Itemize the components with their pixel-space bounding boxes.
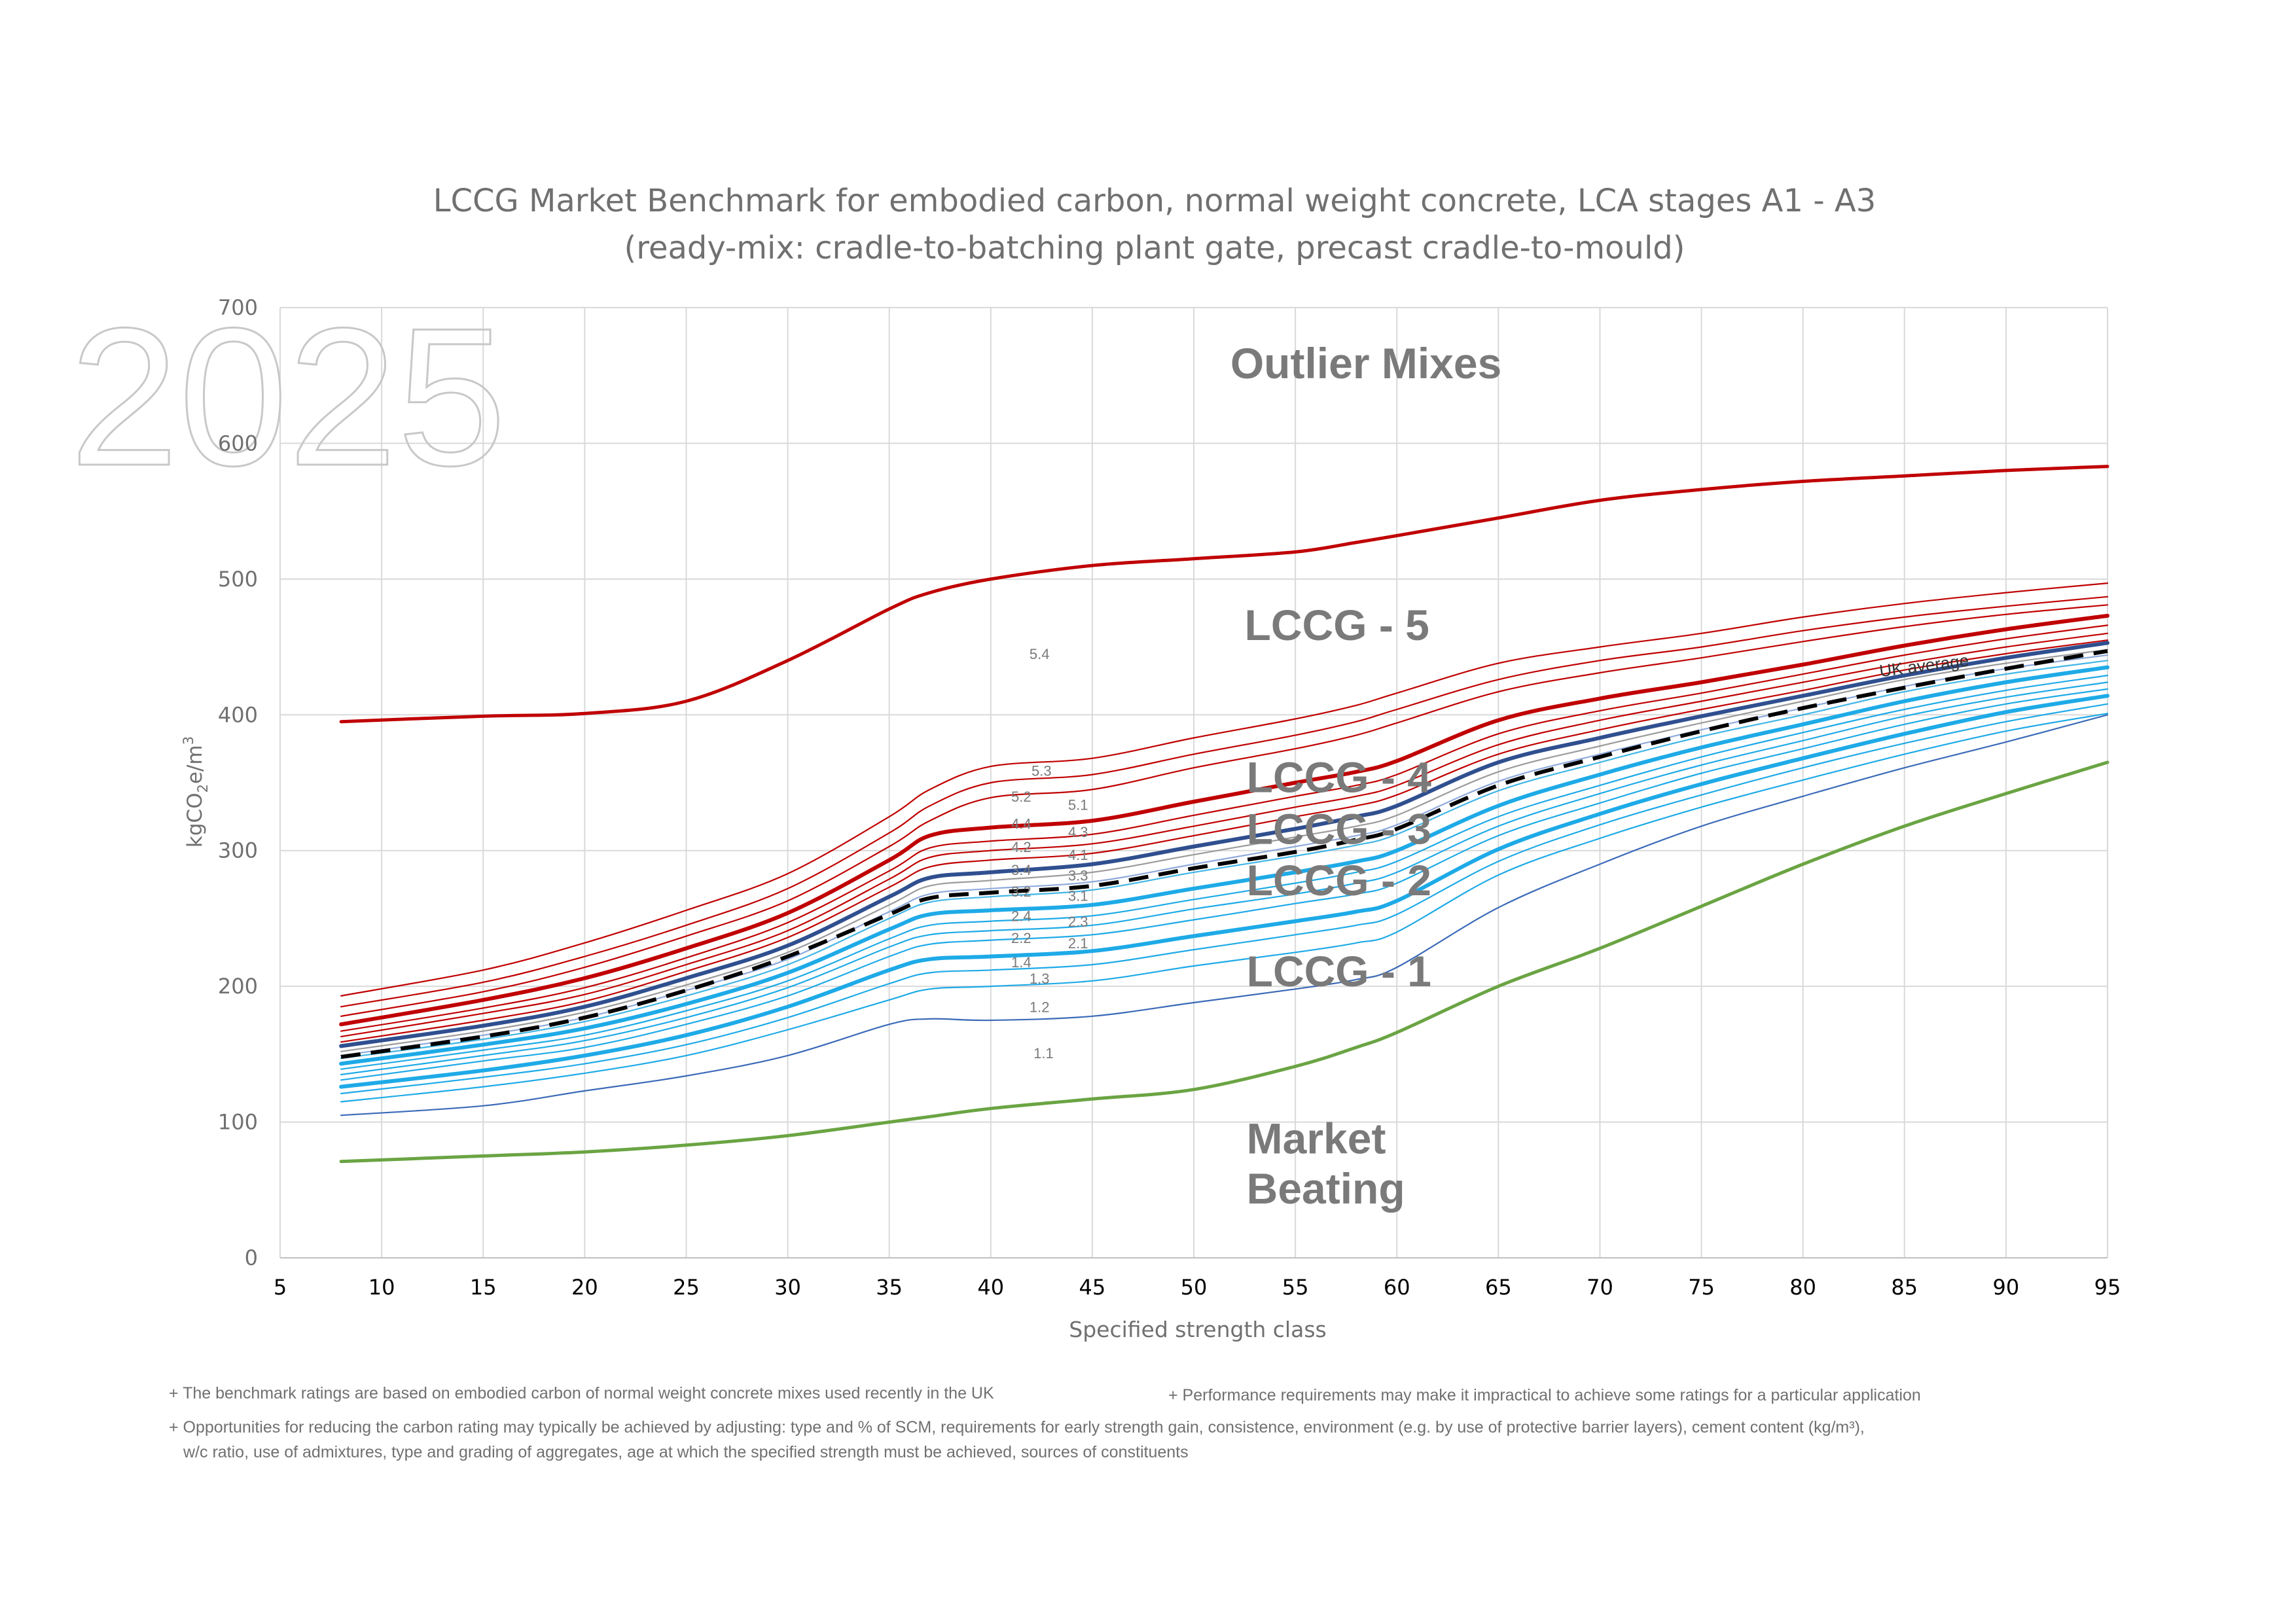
sub-band-label: 2.2	[1011, 930, 1031, 946]
series-line	[340, 713, 2109, 1103]
sub-band-label: 4.3	[1068, 824, 1088, 840]
footnote-3-line-1: + Opportunities for reducing the carbon …	[169, 1418, 1865, 1436]
sub-band-label: 3.2	[1011, 883, 1031, 900]
sub-band-label: 2.3	[1068, 914, 1088, 930]
sub-band-label: 1.4	[1011, 954, 1031, 971]
series-line	[340, 632, 2109, 1037]
x-tick-label: 85	[1891, 1275, 1918, 1300]
x-tick-label: 25	[673, 1275, 700, 1300]
y-tick-label: 600	[218, 431, 258, 455]
sub-band-label: 5.2	[1011, 789, 1031, 805]
x-tick-label: 65	[1485, 1275, 1512, 1300]
x-tick-label: 55	[1282, 1275, 1309, 1300]
series-line	[339, 613, 2109, 1027]
series-line	[340, 596, 2109, 1008]
sub-band-label: 4.2	[1011, 839, 1031, 855]
band-label: LCCG - 4	[1247, 753, 1432, 802]
series-line	[340, 649, 2109, 1052]
series-line	[339, 694, 2109, 1089]
band-label: LCCG - 2	[1247, 856, 1431, 904]
x-tick-label: 5	[274, 1275, 287, 1300]
series-line	[339, 665, 2109, 1066]
x-tick-label: 40	[977, 1275, 1004, 1300]
series-line	[340, 675, 2109, 1070]
x-tick-label: 95	[2094, 1275, 2121, 1300]
band-label: LCCG - 3	[1247, 804, 1431, 853]
x-tick-label: 60	[1384, 1275, 1410, 1300]
chart-title: LCCG Market Benchmark for embodied carbo…	[433, 183, 1876, 219]
y-tick-label: 700	[218, 295, 258, 320]
y-tick-label: 100	[218, 1110, 258, 1135]
series-line	[340, 604, 2109, 1017]
sub-band-label: 5.3	[1031, 763, 1052, 779]
band-label: Beating	[1247, 1164, 1405, 1213]
x-tick-label: 80	[1789, 1275, 1816, 1300]
series-line	[340, 703, 2109, 1095]
sub-band-label: 4.4	[1011, 816, 1031, 832]
series-line	[340, 582, 2109, 997]
series-line	[340, 624, 2109, 1032]
footnote-3-line-2: w/c ratio, use of admixtures, type and g…	[183, 1443, 1189, 1461]
chart-subtitle: (ready-mix: cradle-to-batching plant gat…	[624, 230, 1685, 266]
x-axis-label: Specified strength class	[1069, 1317, 1326, 1342]
sub-band-label: 4.1	[1068, 847, 1088, 863]
y-tick-label: 300	[218, 838, 258, 863]
chart-grid	[279, 307, 2108, 1258]
footnote-1: + The benchmark ratings are based on emb…	[169, 1384, 994, 1402]
x-tick-label: 75	[1688, 1275, 1715, 1300]
sub-band-label: 1.3	[1030, 971, 1050, 987]
series-line	[340, 714, 2109, 1116]
series-line	[339, 760, 2109, 1164]
band-label: LCCG - 1	[1247, 947, 1431, 995]
sub-band-label: 5.1	[1068, 796, 1088, 813]
series-line	[340, 681, 2109, 1076]
sub-band-label: 1.2	[1030, 999, 1050, 1016]
y-axis-label: kgCO2e/m3	[181, 736, 211, 847]
sub-band-label: 3.4	[1011, 862, 1031, 878]
footnote-3: + Opportunities for reducing the carbon …	[169, 1415, 1865, 1465]
x-tick-label: 45	[1079, 1275, 1106, 1300]
band-label: Market	[1247, 1114, 1386, 1162]
y-tick-label: 500	[218, 567, 258, 592]
series-line	[340, 639, 2109, 1043]
x-tick-label: 30	[774, 1275, 801, 1300]
series-line	[340, 660, 2109, 1060]
x-tick-label: 15	[470, 1275, 497, 1300]
sub-band-label: 5.4	[1030, 646, 1050, 662]
x-tick-label: 20	[571, 1275, 598, 1300]
y-tick-label: 400	[218, 702, 258, 727]
x-tick-label: 50	[1181, 1275, 1208, 1300]
y-tick-label: 0	[245, 1245, 258, 1270]
axes: 5 10 15 20 25 30 35 40 45 50 55 60 65 70 75 80 85 90 95 0 10…	[218, 295, 2121, 1300]
sub-band-label: 2.1	[1068, 935, 1088, 952]
sub-band-label: 2.4	[1011, 908, 1031, 925]
year-watermark: 2025	[69, 287, 506, 507]
series-line	[340, 688, 2109, 1081]
x-tick-label: 10	[368, 1275, 395, 1300]
series-line	[339, 641, 2109, 1048]
band-label: LCCG - 5	[1245, 601, 1429, 649]
x-tick-label: 70	[1587, 1275, 1613, 1300]
series-line	[339, 465, 2109, 724]
series-lines	[339, 465, 2109, 1164]
sub-band-label: 1.1	[1033, 1045, 1054, 1061]
y-tick-label: 200	[218, 974, 258, 999]
sub-band-label: 3.1	[1068, 887, 1088, 904]
series-line	[340, 649, 2108, 1059]
footnote-2: + Performance requirements may make it i…	[1168, 1386, 1921, 1404]
x-tick-label: 35	[876, 1275, 903, 1300]
band-label: Outlier Mixes	[1230, 339, 1501, 387]
x-tick-label: 90	[1993, 1275, 2020, 1300]
footnotes: + The benchmark ratings are based on emb…	[169, 1381, 994, 1406]
sub-band-label: 3.3	[1068, 867, 1088, 883]
